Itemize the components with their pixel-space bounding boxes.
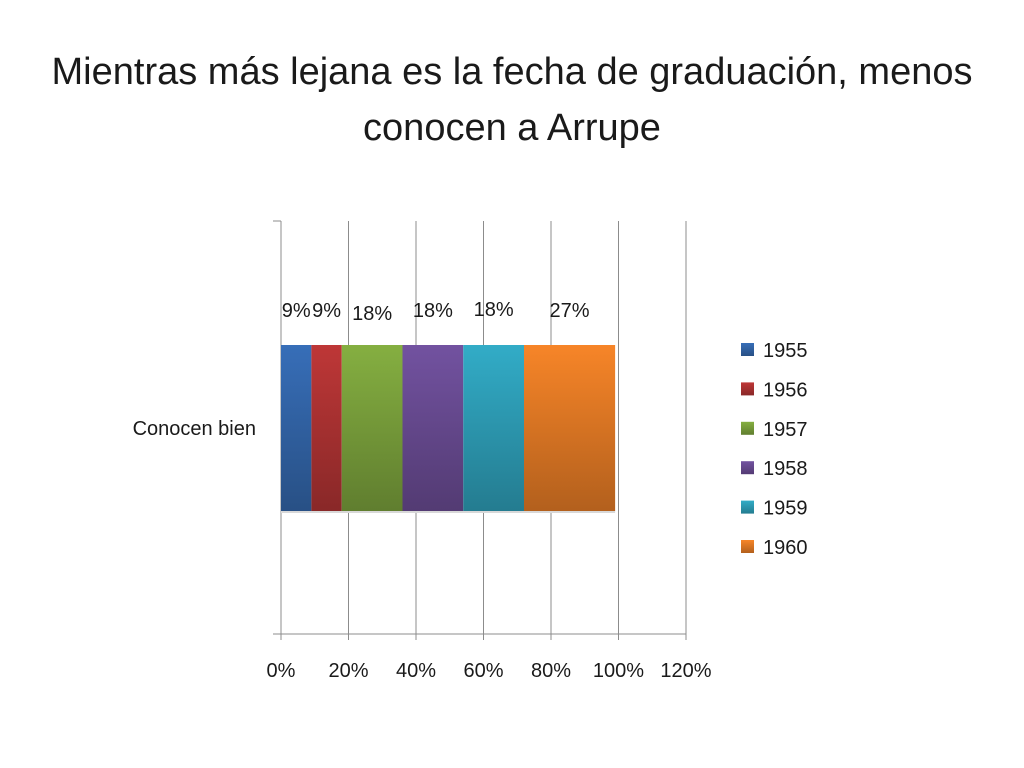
chart-title: Mientras más lejana es la fecha de gradu… [51,51,973,149]
data-label-1955: 9% [282,300,311,322]
legend-label-1958: 1958 [763,458,808,480]
legend-label-1960: 1960 [763,537,808,559]
data-label-1956: 9% [312,300,341,322]
data-label-1957: 18% [352,303,392,325]
data-label-1959: 18% [474,299,514,321]
legend-label-1957: 1957 [763,419,808,441]
legend-swatch-1955 [741,343,754,356]
bar-segments [281,345,616,513]
legend-label-1955: 1955 [763,340,808,362]
data-labels: 9% 9% 18% 18% 18% 27% [282,299,590,325]
x-tick-label: 60% [463,660,503,682]
x-tick-label: 0% [267,660,296,682]
x-tick-label: 80% [531,660,571,682]
bar-segment-1959 [463,345,524,511]
legend-swatch-1960 [741,540,754,553]
legend-swatch-1956 [741,382,754,396]
x-tick-label: 20% [328,660,368,682]
legend-swatch-1959 [741,500,754,514]
category-label: Conocen bien [133,418,256,440]
bar-segment-1956 [311,345,342,511]
legend-swatch-1957 [741,421,754,435]
bar-segment-1955 [281,345,312,511]
bar-segment-1958 [402,345,464,511]
x-tick-label: 100% [593,660,644,682]
x-tick-labels: 0% 20% 40% 60% 80% 100% 120% [267,660,712,682]
category-labels: Conocen bien [133,418,256,440]
x-tick-label: 40% [396,660,436,682]
x-tick-label: 120% [660,660,711,682]
legend: 1955 1956 1957 1958 1959 1960 [741,340,808,559]
legend-label-1956: 1956 [763,379,808,401]
legend-swatch-1958 [741,461,754,475]
bar-segment-1960 [524,345,616,511]
data-label-1960: 27% [550,300,590,322]
data-label-1958: 18% [413,300,453,322]
legend-label-1959: 1959 [763,498,808,520]
bar-segment-1957 [341,345,403,511]
